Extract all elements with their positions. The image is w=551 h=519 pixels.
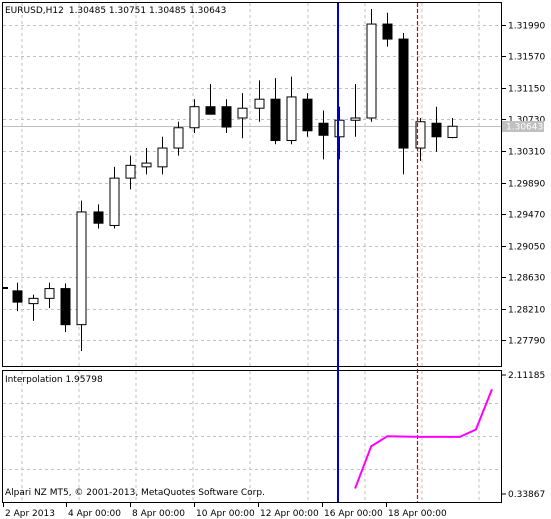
candle (366, 9, 377, 122)
time-tick-label-5: 16 Apr 00:00 (324, 509, 383, 519)
copyright-text: Alpari NZ MT5, © 2001-2013, MetaQuotes S… (5, 488, 265, 498)
candle (125, 155, 136, 190)
candle (398, 33, 409, 175)
candle-body-bull (415, 121, 426, 149)
time-tick-label-3: 10 Apr 00:00 (196, 509, 255, 519)
time-tick-label-0: 2 Apr 2013 (5, 509, 55, 519)
candle (270, 78, 281, 145)
candle-body-bear (431, 122, 442, 138)
indicator-title: Interpolation 1.95798 (5, 375, 103, 385)
price-tick-label-5: 1.29890 (508, 180, 545, 190)
candle (447, 117, 458, 139)
time-tick-label-4: 12 Apr 00:00 (260, 509, 319, 519)
candle (12, 282, 23, 312)
candle (318, 110, 329, 160)
candle-body-bear (12, 290, 23, 303)
candle-body-bull (157, 147, 168, 168)
candle (76, 200, 87, 351)
candle-body-bear (60, 288, 71, 326)
candle (431, 106, 442, 152)
candle-body-bear (270, 98, 281, 142)
candle (254, 80, 265, 122)
price-tick-label-4: 1.30310 (508, 148, 545, 158)
interpolation-line (354, 388, 493, 489)
candle-body-bull (254, 98, 265, 109)
candle (350, 84, 361, 137)
candle (221, 99, 232, 134)
candle (302, 93, 313, 137)
candle-body-bull (237, 107, 248, 119)
candle-body-bull (44, 288, 55, 299)
candle-body-bear (398, 38, 409, 149)
candle-body-bull (286, 96, 297, 142)
candle (93, 204, 104, 229)
price-tick-label-6: 1.29470 (508, 211, 545, 221)
candle-body-bull (334, 119, 345, 138)
candle-body-bear (318, 122, 329, 136)
symbol-title: EURUSD,H12 1.30485 1.30751 1.30485 1.3064… (5, 6, 226, 16)
candle (28, 294, 39, 321)
time-tick-label-6: 18 Apr 00:00 (388, 509, 447, 519)
candlestick-series (12, 9, 458, 351)
candle (382, 12, 393, 47)
candle-body-bull (189, 106, 200, 129)
candle-body-bull (109, 177, 120, 226)
time-tick-label-1: 4 Apr 00:00 (68, 509, 121, 519)
candle (286, 76, 297, 145)
candle (173, 121, 184, 156)
candle-body-bear (302, 98, 313, 132)
price-tick-label-9: 1.28210 (508, 306, 545, 316)
candle-body-bull (366, 23, 377, 119)
candle-body-bull (125, 164, 136, 179)
indicator-axis: 2.11185 0.33867 (502, 371, 545, 500)
candle-body-bull (28, 297, 39, 305)
candle-body-bear (221, 106, 232, 128)
time-axis: 2 Apr 2013 4 Apr 00:00 8 Apr 00:00 10 Apr 0… (3, 503, 447, 519)
current-price-badge (502, 121, 544, 132)
candle-body-bear (382, 23, 393, 40)
candle (415, 117, 426, 161)
price-tick-label-10: 1.27790 (508, 337, 545, 347)
candle-body-bull (76, 211, 87, 326)
price-tick-label-3: 1.30730 (508, 116, 545, 126)
price-tick-label-7: 1.29050 (508, 243, 545, 253)
candle-body-bull (173, 127, 184, 149)
indicator-tick-min: 0.33867 (508, 490, 545, 500)
price-tick-label-2: 1.31150 (508, 85, 545, 95)
candle (109, 166, 120, 229)
candle (60, 283, 71, 333)
price-tick-label-8: 1.28630 (508, 274, 545, 284)
candle (141, 148, 152, 175)
candle-body-bull (447, 125, 458, 139)
candle (157, 136, 168, 175)
candle (205, 84, 216, 115)
indicator-panel-frame (2, 370, 502, 503)
candle-body-bull (141, 162, 152, 168)
current-price-label: 1.30643 (506, 123, 543, 133)
price-tick-label-0: 1.31990 (508, 22, 545, 32)
candle (44, 282, 55, 309)
indicator-tick-max: 2.11185 (508, 371, 545, 381)
time-tick-label-2: 8 Apr 00:00 (132, 509, 185, 519)
candle-body-bull (350, 117, 361, 121)
main-panel-frame (2, 2, 502, 367)
candle-body-bear (205, 106, 216, 115)
price-axis: 1.31990 1.31570 1.31150 1.30730 1.30310 1.298… (502, 22, 545, 347)
candle (334, 106, 345, 160)
candle-body-bear (93, 211, 104, 224)
candle (237, 93, 248, 139)
candle (189, 99, 200, 134)
price-tick-label-1: 1.31570 (508, 53, 545, 63)
